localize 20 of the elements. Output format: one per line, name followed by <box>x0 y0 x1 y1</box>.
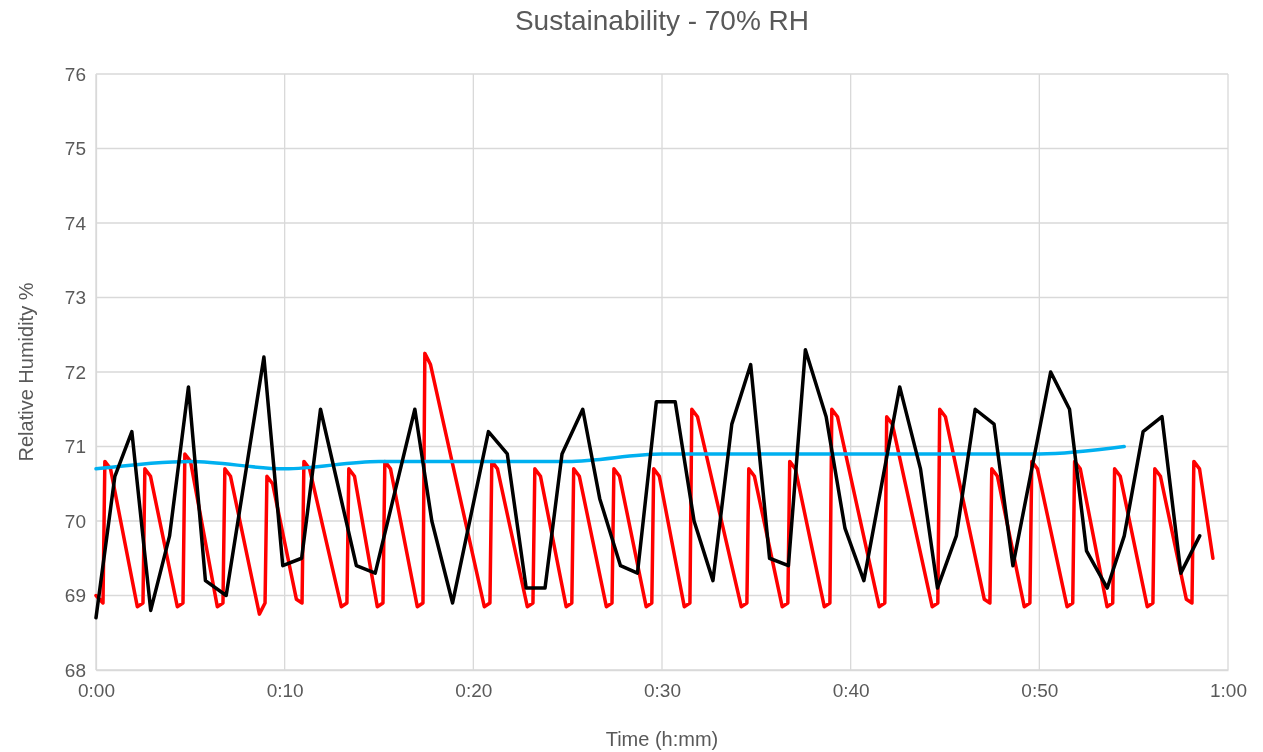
y-tick-label: 71 <box>64 436 86 458</box>
y-tick-label: 75 <box>64 138 86 160</box>
x-tick-label: 0:50 <box>1021 680 1059 702</box>
x-tick-label: 0:40 <box>832 680 870 702</box>
y-tick-label: 73 <box>64 287 86 309</box>
y-tick-label: 70 <box>64 510 86 532</box>
x-tick-label: 0:10 <box>266 680 304 702</box>
chart-title: Sustainability - 70% RH <box>514 5 810 36</box>
x-tick-label: 0:30 <box>644 680 681 702</box>
x-tick-label: 1:00 <box>1210 680 1247 702</box>
x-axis-title: Time (h:mm) <box>605 728 719 750</box>
y-axis-title: Relative Humidity % <box>15 282 37 462</box>
y-tick-label: 76 <box>64 63 86 85</box>
x-tick-label: 0:00 <box>78 680 115 702</box>
y-tick-label: 68 <box>64 659 86 681</box>
y-tick-label: 69 <box>64 585 86 607</box>
x-tick-label: 0:20 <box>455 680 493 702</box>
y-tick-label: 72 <box>64 361 86 383</box>
y-tick-label: 74 <box>64 212 87 234</box>
line-series <box>94 444 1126 471</box>
